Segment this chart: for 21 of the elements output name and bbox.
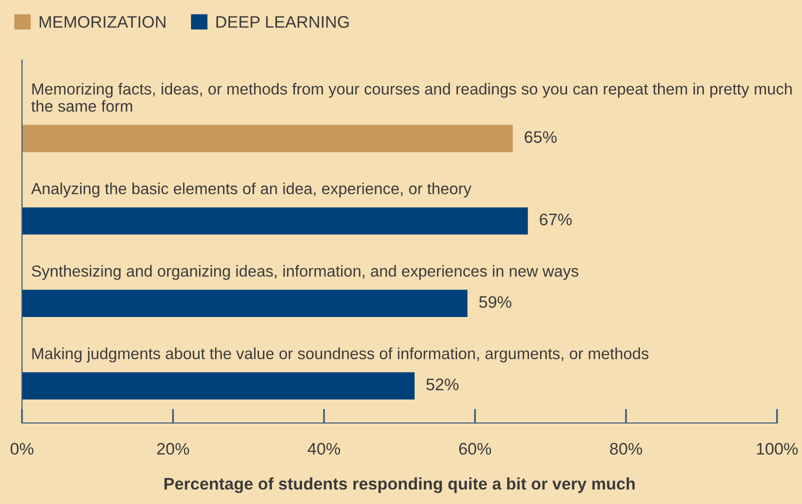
x-tick-label: 20%	[157, 442, 190, 455]
legend-label: MEMORIZATION	[40, 16, 166, 28]
data-label: 65%	[524, 131, 557, 143]
x-tick-label: 100%	[756, 442, 798, 455]
bar	[22, 290, 468, 318]
data-label: 67%	[540, 214, 572, 226]
x-axis-title: Percentage of students responding quite a bit or very much	[164, 477, 635, 494]
bar	[22, 207, 528, 235]
y-tick-label: Memorizing facts, ideas, or methods from your courses and readings so you can repeat them in pretty much the same form	[31, 82, 792, 112]
data-label: 52%	[426, 378, 458, 390]
x-tick-label: 60%	[459, 442, 492, 455]
y-tick-label: Making judgments about the value or soundness of information, arguments, or methods	[32, 347, 648, 362]
y-tick-label: Synthesizing and organizing ideas, information, and experiences in new ways	[32, 265, 578, 280]
data-label: 59%	[479, 296, 512, 308]
x-tick-label: 80%	[610, 442, 642, 455]
legend-label: DEEP LEARNING	[216, 16, 349, 28]
bar	[22, 124, 513, 152]
x-tick-label: 0%	[10, 442, 34, 455]
y-tick-label: Analyzing the basic elements of an idea, experience, or theory	[31, 182, 472, 198]
bar	[22, 372, 415, 400]
x-tick-label: 40%	[308, 442, 340, 455]
